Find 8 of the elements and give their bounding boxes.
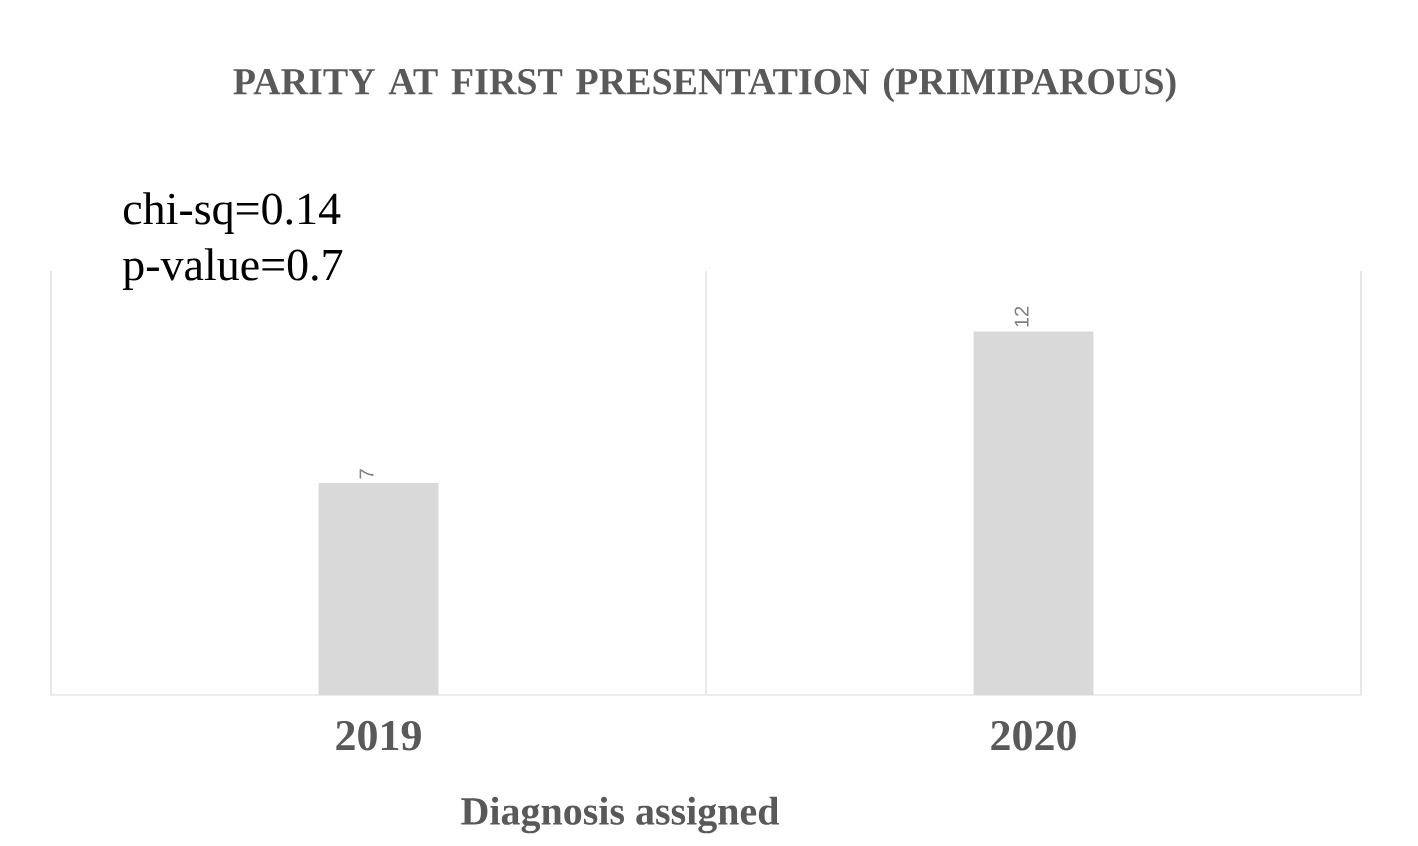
x-tick-label: 2019 <box>336 720 421 751</box>
x-tick-label: 2020 <box>991 720 1076 751</box>
data-label: 12 <box>1014 306 1029 327</box>
annotation: p-value=0.7 <box>122 248 343 290</box>
text: chi-sq=0.14 <box>123 192 341 234</box>
x-axis-title: Diagnosis assigned <box>461 796 780 834</box>
chart-title: PARITY AT FIRST PRESENTATION (PRIMIPAROUS) <box>233 67 1176 103</box>
data-label: 7 <box>359 469 374 479</box>
